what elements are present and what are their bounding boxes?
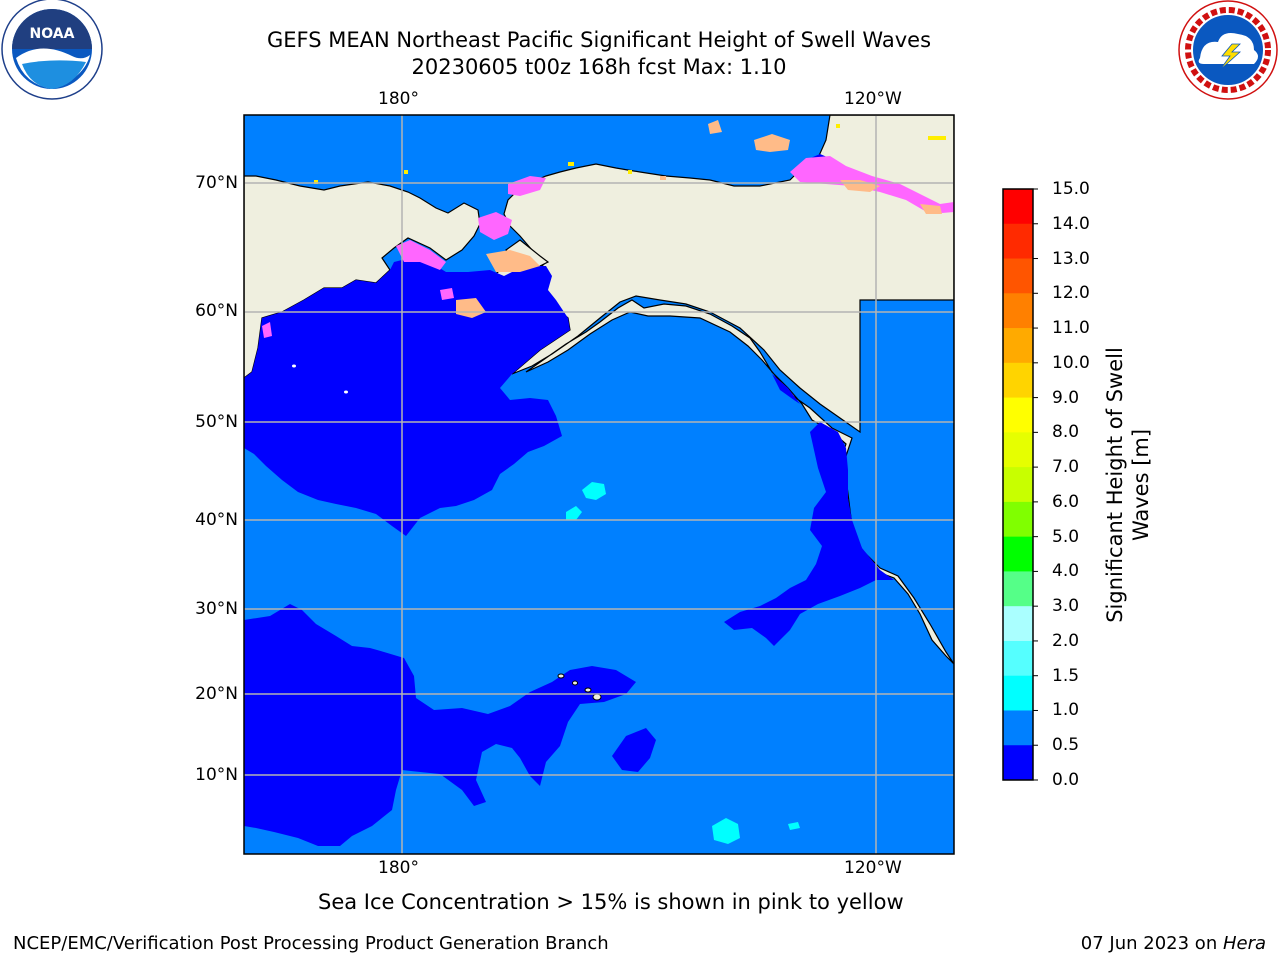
bottom-lon-label-180: 180° (378, 858, 419, 878)
colorbar-segment (1003, 467, 1033, 503)
colorbar-segment (1003, 745, 1033, 781)
graticule (244, 115, 954, 854)
lat-label-70n: 70°N (195, 173, 238, 193)
colorbar-tick-label: 8.0 (1052, 422, 1080, 443)
colorbar-tick-label: 13.0 (1052, 248, 1090, 269)
lat-label-50n: 50°N (195, 412, 238, 432)
colorbar-title: Significant Height of Swell Waves [m] (1102, 347, 1154, 623)
lat-label-30n: 30°N (195, 599, 238, 619)
noaa-logo: NOAA (1, 0, 103, 100)
top-lon-label-120w: 120°W (844, 89, 902, 109)
noaa-logo-text: NOAA (30, 26, 75, 42)
colorbar-tick-label: 1.5 (1052, 665, 1080, 686)
swell-low-regions (244, 154, 894, 846)
colorbar-tick-label: 14.0 (1052, 213, 1090, 234)
siberia-landmass (244, 115, 481, 379)
map-frame (243, 114, 955, 855)
colorbar-tick-label: 7.0 (1052, 457, 1080, 478)
colorbar-segment (1003, 328, 1033, 364)
colorbar-tick-label: 10.0 (1052, 352, 1090, 373)
sea-ice-note: Sea Ice Concentration > 15% is shown in … (318, 890, 904, 914)
date-text: 07 Jun 2023 on (1080, 933, 1223, 954)
colorbar-segment (1003, 293, 1033, 329)
date-line: 07 Jun 2023 on Hera (1081, 933, 1266, 955)
colorbar-tick-label: 4.0 (1052, 561, 1080, 582)
bottom-lon-label-120w: 120°W (844, 858, 902, 878)
host-name: Hera (1222, 933, 1266, 954)
top-lon-label-180: 180° (378, 89, 419, 109)
colorbar-segment (1003, 571, 1033, 607)
lat-label-40n: 40°N (195, 510, 238, 530)
colorbar-tick-label: 5.0 (1052, 526, 1080, 547)
colorbar-tick-label: 3.0 (1052, 596, 1080, 617)
colorbar-tick-label: 9.0 (1052, 387, 1080, 408)
colorbar-tick-label: 12.0 (1052, 283, 1090, 304)
colorbar-segment (1003, 501, 1033, 538)
colorbar-segment (1003, 223, 1033, 260)
colorbar-segment (1003, 710, 1033, 746)
colorbar-segment (1003, 189, 1033, 225)
chart-title: GEFS MEAN Northeast Pacific Significant … (266, 28, 932, 52)
lat-label-10n: 10°N (195, 765, 238, 785)
colorbar-title-line1: Significant Height of Swell (1103, 347, 1127, 623)
colorbar-segment (1003, 640, 1033, 677)
swell-high-regions (566, 482, 800, 844)
colorbar-tick-label: 1.0 (1052, 700, 1080, 721)
colorbar-segment (1003, 362, 1033, 399)
nws-logo (1178, 0, 1278, 100)
chart-subtitle: 20230605 t00z 168h fcst Max: 1.10 (411, 55, 787, 79)
lat-label-60n: 60°N (195, 301, 238, 321)
colorbar-segment (1003, 606, 1033, 642)
colorbar-segment (1003, 675, 1033, 711)
colorbar-frame (1002, 188, 1034, 781)
lat-label-20n: 20°N (195, 684, 238, 704)
lightning-icon (1219, 43, 1242, 71)
colorbar-title-line2: Waves [m] (1129, 428, 1153, 542)
colorbar-segment (1003, 432, 1033, 468)
credit-line: NCEP/EMC/Verification Post Processing Pr… (13, 933, 609, 954)
colorbar-segment (1003, 397, 1033, 433)
map-area (243, 114, 955, 855)
colorbar (1002, 188, 1038, 781)
colorbar-segment (1003, 536, 1033, 572)
colorbar-tick-label: 6.0 (1052, 491, 1080, 512)
colorbar-tick-label: 11.0 (1052, 318, 1090, 339)
island-markers (292, 364, 602, 701)
colorbar-segment (1003, 258, 1033, 294)
colorbar-tick-label: 2.0 (1052, 630, 1080, 651)
colorbar-tick-label: 0.5 (1052, 735, 1080, 756)
sea-ice-regions (262, 120, 954, 338)
colorbar-tick-label: 0.0 (1052, 770, 1080, 790)
colorbar-tick-label: 15.0 (1052, 179, 1090, 199)
